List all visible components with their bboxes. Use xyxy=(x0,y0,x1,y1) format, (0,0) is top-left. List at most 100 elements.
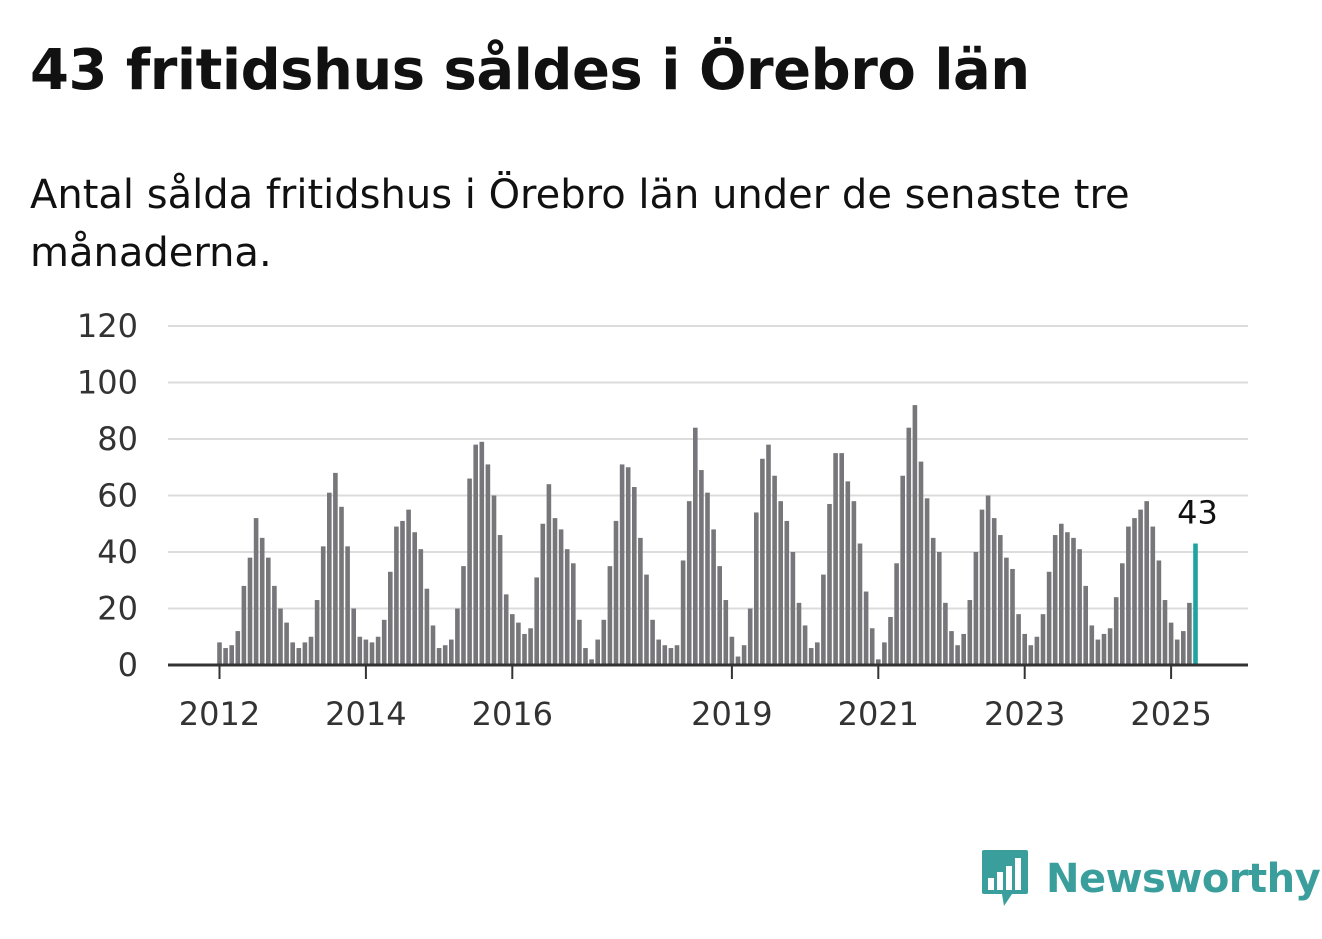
x-tick-label: 2023 xyxy=(984,695,1065,733)
bar xyxy=(1004,557,1009,665)
bar xyxy=(516,622,521,665)
bar xyxy=(973,552,979,665)
bar xyxy=(906,427,912,665)
bar xyxy=(760,458,765,665)
bar xyxy=(485,464,491,665)
bar xyxy=(503,594,509,665)
bar xyxy=(241,585,247,665)
bar xyxy=(1162,600,1168,665)
bar xyxy=(272,585,277,665)
bar xyxy=(424,588,430,665)
bar xyxy=(778,501,783,665)
bar xyxy=(552,518,558,665)
bar xyxy=(1034,636,1040,665)
bar xyxy=(1071,537,1076,665)
bar xyxy=(436,648,442,665)
bar xyxy=(1126,526,1131,665)
bar xyxy=(1132,518,1137,665)
bar xyxy=(680,560,686,665)
bar xyxy=(564,549,570,665)
bar xyxy=(943,602,948,665)
bar xyxy=(711,529,716,665)
bar xyxy=(918,461,924,665)
bar xyxy=(479,441,485,665)
bar xyxy=(845,481,851,665)
bar xyxy=(784,520,790,665)
y-tick-label: 80 xyxy=(97,420,138,458)
bar xyxy=(693,427,698,665)
bar xyxy=(577,619,582,665)
bar xyxy=(1077,549,1082,665)
bar xyxy=(1089,625,1095,665)
x-tick-label: 2025 xyxy=(1130,695,1211,733)
bar xyxy=(381,619,387,665)
bar xyxy=(991,518,997,665)
bar-chart: 0 20 40 60 80 100 120 2012 2014 2016 2019 2021 2023… xyxy=(77,307,1248,733)
bar xyxy=(686,501,692,665)
bar xyxy=(998,535,1003,665)
bar xyxy=(583,648,588,665)
bar xyxy=(595,639,600,665)
x-tick-label: 2012 xyxy=(179,695,260,733)
bar xyxy=(278,608,283,665)
bar xyxy=(449,639,454,665)
bar xyxy=(668,648,674,665)
bar xyxy=(723,600,729,665)
x-tick-label: 2014 xyxy=(325,695,406,733)
bar xyxy=(619,464,625,665)
bar xyxy=(461,566,466,665)
bar xyxy=(985,495,991,665)
bar xyxy=(1040,614,1046,665)
bar xyxy=(735,656,741,665)
bar xyxy=(528,628,533,665)
bar xyxy=(1065,532,1070,665)
bar xyxy=(790,552,796,665)
y-tick-label: 60 xyxy=(97,477,138,515)
bar xyxy=(699,470,704,665)
bar xyxy=(851,501,857,665)
x-tick-label: 2021 xyxy=(838,695,919,733)
bar xyxy=(796,602,802,665)
bar xyxy=(290,642,295,665)
bar xyxy=(625,467,631,665)
bar xyxy=(369,642,375,665)
bar xyxy=(949,631,954,665)
bar xyxy=(400,520,405,665)
bar xyxy=(1150,526,1156,665)
bar xyxy=(815,642,820,665)
bar xyxy=(558,529,564,665)
bar xyxy=(284,622,289,665)
bar xyxy=(266,557,271,665)
chart-title: 43 fritidshus såldes i Örebro län xyxy=(30,38,1030,103)
bar xyxy=(1168,622,1174,665)
bar xyxy=(497,535,503,665)
bar xyxy=(674,645,680,665)
bar xyxy=(979,509,985,665)
bar xyxy=(540,523,546,665)
bar xyxy=(1174,639,1180,665)
bar xyxy=(467,478,472,665)
bar xyxy=(766,444,771,665)
bar xyxy=(876,659,881,665)
bar xyxy=(644,574,649,665)
y-tick-label: 40 xyxy=(97,533,138,571)
bar xyxy=(912,405,918,665)
y-axis-ticks: 0 20 40 60 80 100 120 xyxy=(77,307,138,684)
bar xyxy=(772,475,777,665)
bar xyxy=(1046,571,1052,665)
bar xyxy=(894,563,899,665)
newsworthy-bar-chart-icon xyxy=(982,850,1028,906)
bar xyxy=(522,633,527,665)
bar xyxy=(491,495,497,665)
bar xyxy=(253,518,259,665)
bar xyxy=(613,520,619,665)
bar xyxy=(857,543,863,665)
bar xyxy=(747,608,753,665)
bar xyxy=(1083,585,1088,665)
bar xyxy=(632,487,637,665)
data-label: 43 xyxy=(1177,494,1218,532)
bar xyxy=(571,563,576,665)
bar xyxy=(839,453,844,665)
bar xyxy=(955,645,960,665)
bar xyxy=(729,636,735,665)
